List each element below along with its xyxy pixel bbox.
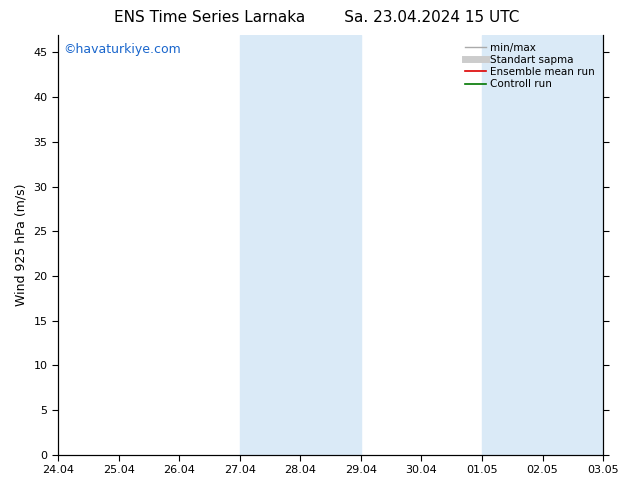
Bar bbox=[482, 35, 603, 455]
Text: ENS Time Series Larnaka        Sa. 23.04.2024 15 UTC: ENS Time Series Larnaka Sa. 23.04.2024 1… bbox=[114, 10, 520, 25]
Bar bbox=[240, 35, 361, 455]
Text: ©havaturkiye.com: ©havaturkiye.com bbox=[63, 43, 181, 56]
Y-axis label: Wind 925 hPa (m/s): Wind 925 hPa (m/s) bbox=[15, 183, 28, 306]
Legend: min/max, Standart sapma, Ensemble mean run, Controll run: min/max, Standart sapma, Ensemble mean r… bbox=[462, 40, 598, 92]
